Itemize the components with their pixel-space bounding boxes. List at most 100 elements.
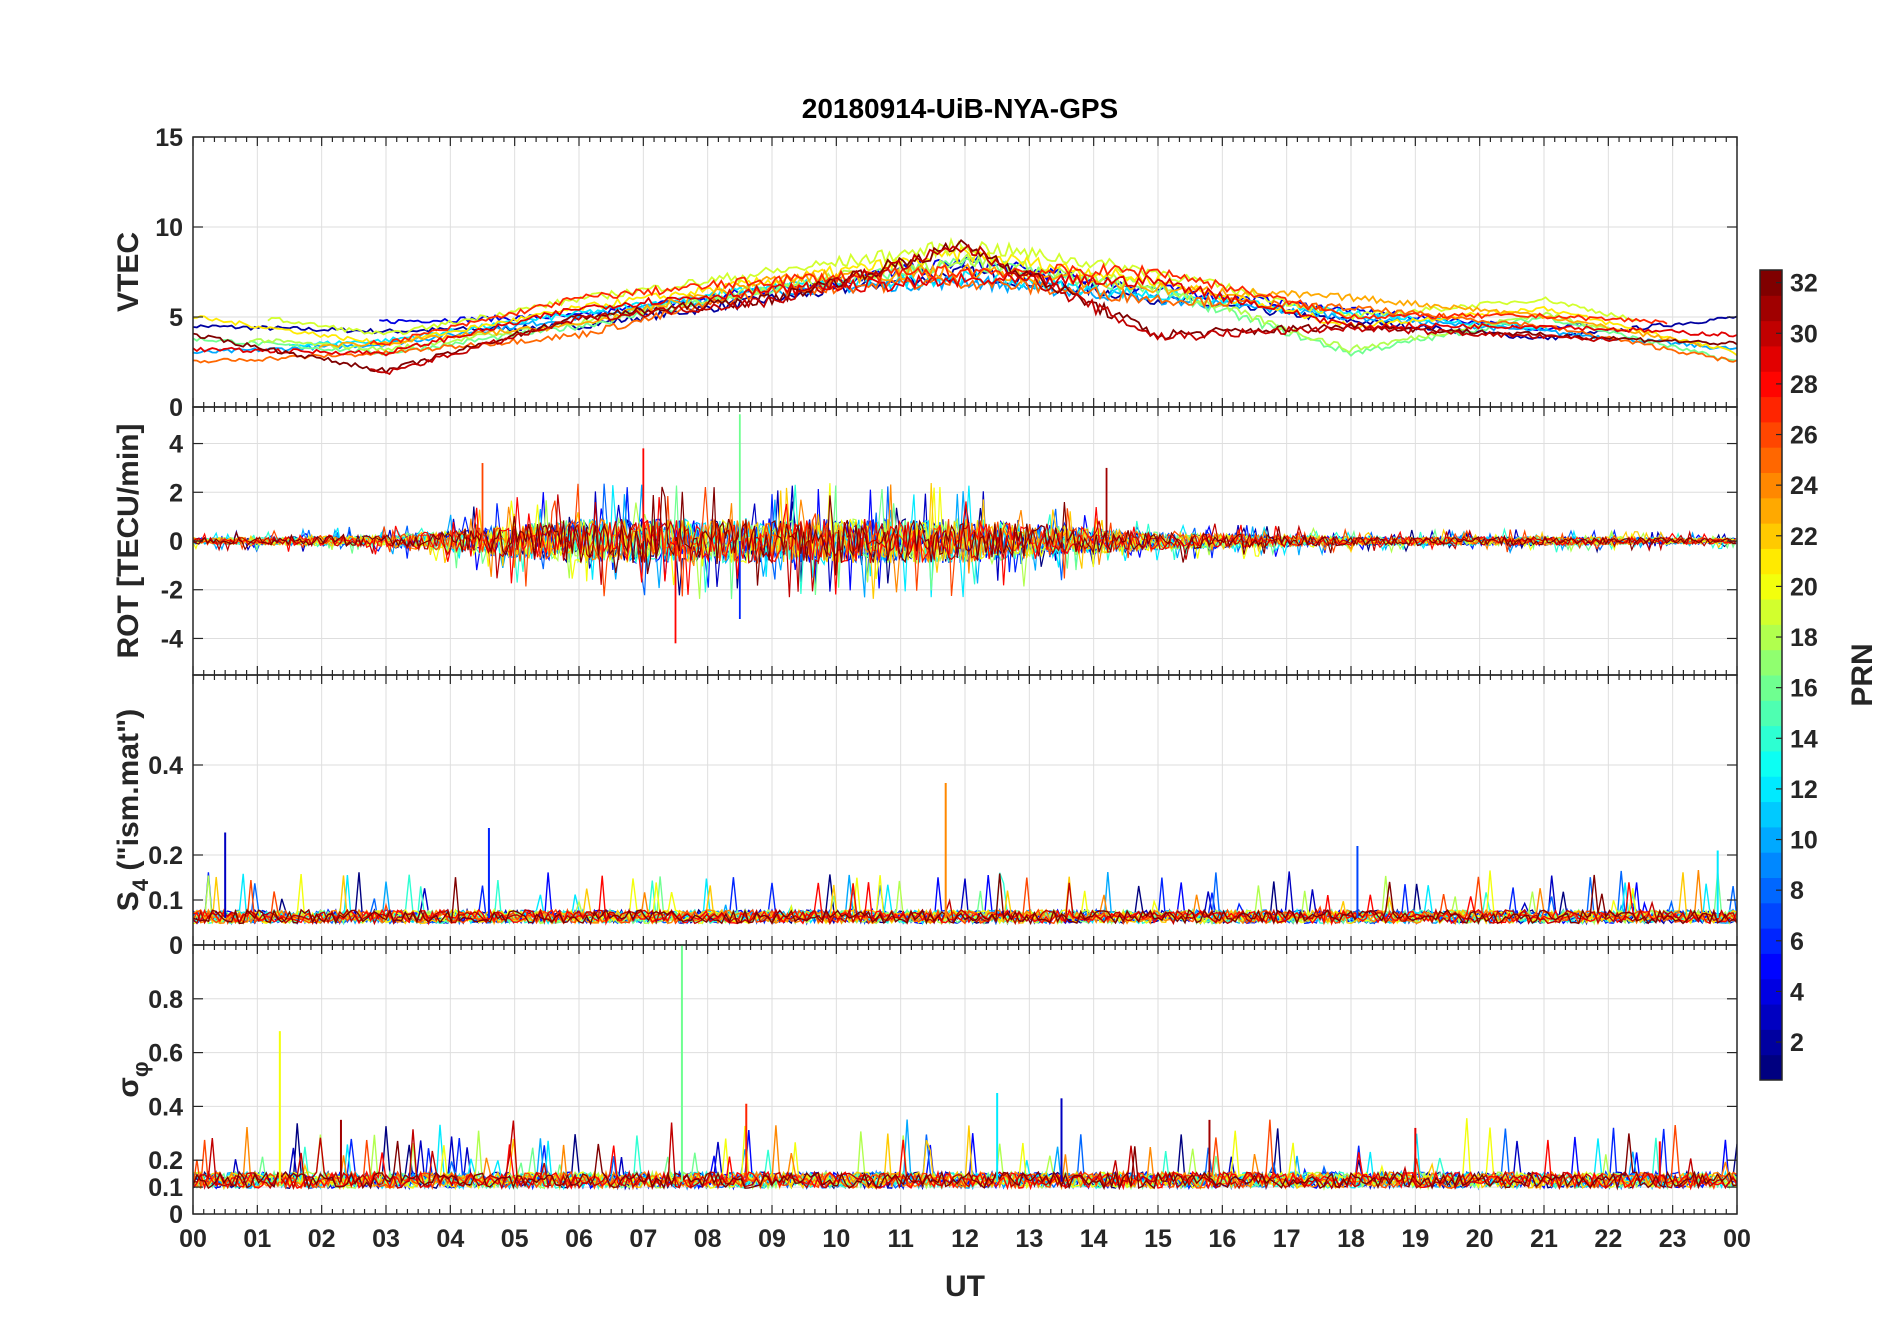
x-tick-label: 08 (694, 1225, 722, 1253)
y-tick-label: 0.8 (148, 986, 183, 1014)
colorbar-segment (1760, 573, 1782, 600)
x-tick-label: 15 (1144, 1225, 1172, 1253)
y-tick-label: 15 (155, 124, 183, 152)
colorbar-segment (1760, 1054, 1782, 1081)
y-axis-label: S4 ("ism.mat") (112, 709, 153, 911)
y-tick-label: 0.4 (148, 1093, 183, 1121)
series-line-prn-10 (288, 269, 1548, 348)
y-tick-label: 0.2 (148, 842, 183, 870)
colorbar-tick-label: 4 (1790, 978, 1804, 1006)
y-axis-label: ROT [TECU/min] (112, 424, 145, 659)
x-tick-label: 11 (887, 1225, 914, 1253)
colorbar-segment (1760, 826, 1782, 853)
panel-4-data (193, 945, 1737, 1191)
colorbar-tick-label: 16 (1790, 675, 1818, 703)
colorbar-tick-label: 10 (1790, 827, 1818, 855)
panel-2-data (193, 414, 1737, 644)
y-tick-label: -2 (161, 577, 183, 605)
colorbar-segment (1760, 270, 1782, 296)
x-tick-label: 18 (1337, 1225, 1365, 1253)
colorbar-tick-label: 12 (1790, 776, 1818, 804)
series-line-prn-32 (370, 243, 1618, 376)
colorbar-segment (1760, 1029, 1782, 1056)
chart-title: 20180914-UiB-NYA-GPS (802, 93, 1118, 124)
colorbar-tick-label: 28 (1790, 371, 1818, 399)
colorbar-segment (1760, 472, 1782, 499)
x-tick-label: 03 (372, 1225, 400, 1253)
y-tick-label: 0 (169, 1201, 183, 1229)
colorbar-segment (1760, 801, 1782, 828)
colorbar-segment (1760, 700, 1782, 727)
colorbar-segment (1760, 877, 1782, 904)
y-tick-label: 2 (169, 479, 183, 507)
series-line-prn-29 (369, 262, 1668, 346)
series-line-prn-26 (193, 876, 1737, 926)
x-tick-label: 21 (1530, 1225, 1558, 1253)
series-line-prn-32 (193, 873, 1737, 926)
colorbar-segment (1760, 953, 1782, 980)
y-tick-label: 0.4 (148, 752, 183, 780)
y-tick-label: 5 (169, 304, 183, 332)
colorbar-segment (1760, 725, 1782, 752)
colorbar-segment (1760, 447, 1782, 473)
x-tick-label: 09 (758, 1225, 786, 1253)
y-tick-label: 0 (169, 528, 183, 556)
series-line-prn-25 (318, 262, 1702, 349)
colorbar-segment (1760, 497, 1782, 524)
colorbar-segment (1760, 902, 1782, 929)
panel-1-data (193, 237, 1737, 376)
colorbar-frame (1759, 269, 1783, 1081)
x-tick-label: 06 (565, 1225, 593, 1253)
colorbar-segment (1760, 320, 1782, 347)
x-tick-label: 00 (179, 1225, 207, 1253)
x-tick-label: 16 (1208, 1225, 1236, 1253)
colorbar-segment (1760, 345, 1782, 372)
colorbar-segment (1760, 624, 1782, 651)
colorbar-segment (1760, 421, 1782, 448)
panel-2: -4 -2 0 2 4 ROT [TECU/min] (112, 406, 1738, 676)
colorbar-tick-label: 20 (1790, 573, 1818, 601)
colorbar-segment (1760, 675, 1782, 701)
x-tick-label: 07 (629, 1225, 657, 1253)
panel-4: 00.10.2 0.4 0.6 0.8 σφ (112, 944, 1738, 1229)
panel-1: 0 5 10 15 VTEC (112, 124, 1738, 422)
y-tick-label: 0.1 (148, 1174, 183, 1202)
y-tick-label: 0 (169, 932, 183, 960)
colorbar-segment (1760, 295, 1782, 322)
y-tick-label: 0.1 (148, 887, 183, 915)
colorbar-segment (1760, 978, 1782, 1005)
colorbar-segment (1760, 928, 1782, 954)
x-tick-label: 01 (243, 1225, 271, 1253)
x-tick-label: 19 (1401, 1225, 1429, 1253)
x-tick-label: 22 (1594, 1225, 1622, 1253)
x-tick-label: 23 (1659, 1225, 1687, 1253)
colorbar-segment (1760, 649, 1782, 676)
x-tick-label: 14 (1080, 1225, 1108, 1253)
y-tick-label: 0.2 (148, 1147, 183, 1175)
colorbar-segment (1760, 750, 1782, 777)
x-tick-label: 20 (1466, 1225, 1494, 1253)
y-tick-label: 4 (169, 431, 183, 459)
series-line-prn-32 (193, 239, 1737, 375)
y-tick-label: -4 (161, 625, 183, 653)
colorbar-tick-label: 32 (1790, 270, 1818, 298)
x-tick-label: 12 (951, 1225, 979, 1253)
y-axis-label: VTEC (112, 232, 145, 312)
y-tick-label: 0 (169, 394, 183, 422)
colorbar-segment (1760, 396, 1782, 423)
x-axis-label: UT (945, 1270, 985, 1303)
colorbar-tick-label: 18 (1790, 624, 1818, 652)
series-line-prn-25 (193, 273, 1737, 364)
series-line-prn-32 (193, 1133, 1737, 1191)
y-axis-label: σφ (112, 1061, 153, 1097)
panel-3: 0 0.1 0.2 0.4S4 ("ism.mat") (112, 674, 1738, 960)
x-tick-label: 10 (822, 1225, 850, 1253)
x-tick-label: 00 (1723, 1225, 1751, 1253)
colorbar-tick-label: 22 (1790, 523, 1818, 551)
colorbar-tick-label: 6 (1790, 928, 1804, 956)
x-tick-label: 13 (1015, 1225, 1043, 1253)
colorbar-segment (1760, 371, 1782, 398)
y-tick-label: 0.6 (148, 1040, 183, 1068)
series-line-prn-16 (193, 257, 1737, 362)
colorbar-tick-label: 30 (1790, 320, 1818, 348)
